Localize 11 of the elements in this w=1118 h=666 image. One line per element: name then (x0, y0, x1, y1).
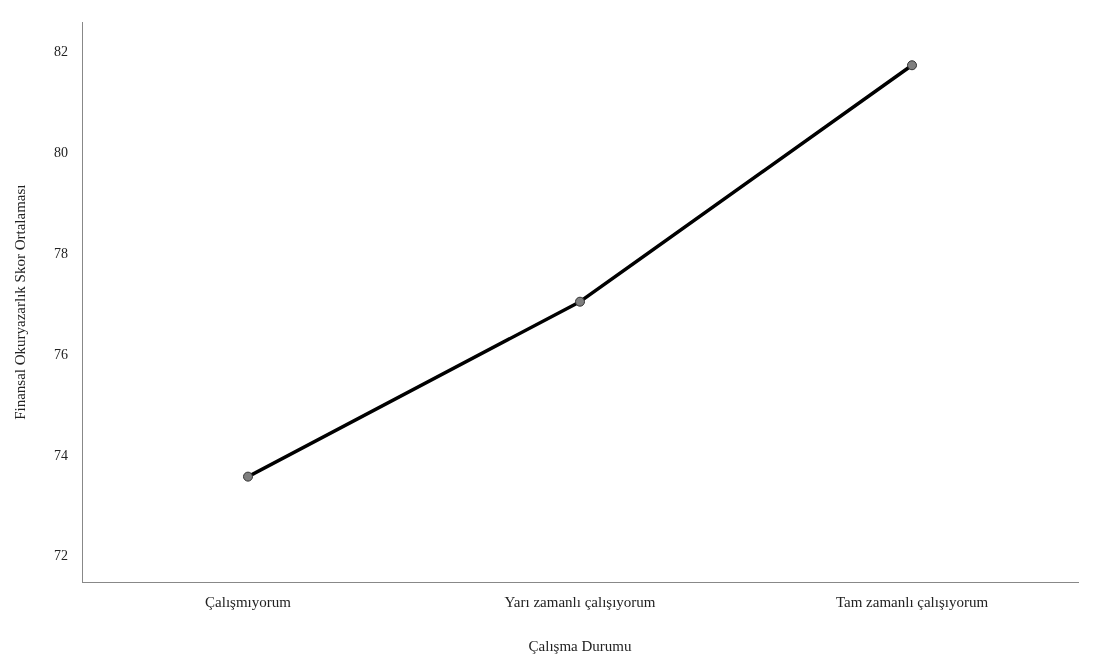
x-tick-label: Çalışmıyorum (205, 593, 292, 610)
x-axis-title: Çalışma Durumu (528, 637, 632, 654)
y-axis-title: Finansal Okuryazarlık Skor Ortalaması (11, 184, 28, 420)
y-tick-label: 82 (54, 44, 68, 60)
y-tick-label: 76 (54, 346, 68, 362)
y-tick-label: 72 (54, 548, 68, 564)
x-tick-label: Yarı zamanlı çalışıyorum (504, 593, 656, 610)
x-tick-label: Tam zamanlı çalışıyorum (835, 593, 989, 610)
y-tick-label: 78 (54, 245, 68, 261)
y-tick-label: 74 (54, 447, 68, 463)
y-tick-label: 80 (54, 145, 68, 161)
